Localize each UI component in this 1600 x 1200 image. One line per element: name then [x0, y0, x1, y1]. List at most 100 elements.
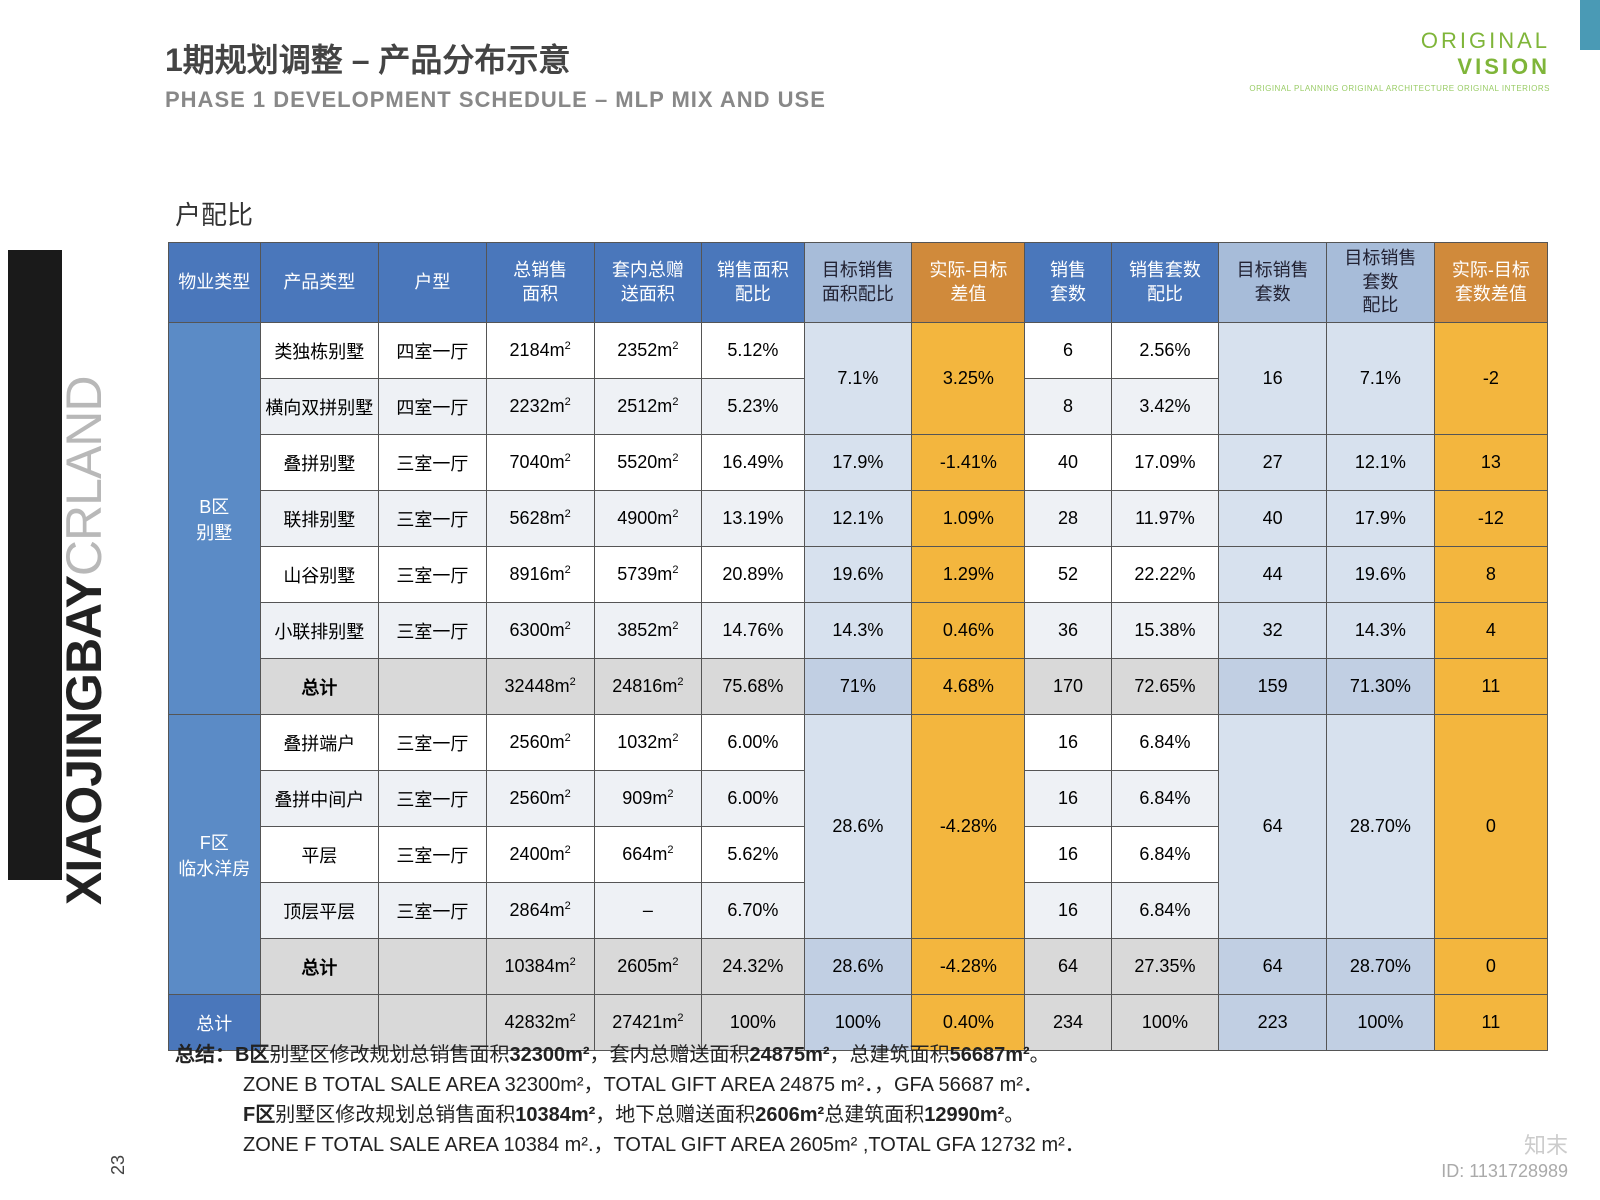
sidebar-brand-text: XIAOJINGBAYCRLAND [55, 376, 113, 905]
cell: 三室一厅 [379, 491, 487, 547]
cell: 三室一厅 [379, 547, 487, 603]
group-label: F区临水洋房 [169, 715, 261, 995]
cell: 5.12% [702, 323, 804, 379]
cell: 2864m2 [486, 883, 594, 939]
group-label: B区别墅 [169, 323, 261, 715]
cell-units: 16 [1025, 771, 1111, 827]
cell-units: 8 [1025, 379, 1111, 435]
cell-units: 52 [1025, 547, 1111, 603]
cell-diff2: 13 [1434, 435, 1547, 491]
cell-units: 16 [1025, 883, 1111, 939]
logo-line1: ORIGINAL [1249, 28, 1550, 54]
cell: 6300m2 [486, 603, 594, 659]
subtotal-cell: 27.35% [1111, 939, 1219, 995]
cell-target-units: 32 [1219, 603, 1327, 659]
title-cn: 1期规划调整 – 产品分布示意 [165, 35, 826, 81]
cell-unit-ratio: 11.97% [1111, 491, 1219, 547]
col-header-tgt_units: 目标销售套数 [1219, 243, 1327, 323]
page-header: 1期规划调整 – 产品分布示意 PHASE 1 DEVELOPMENT SCHE… [165, 35, 826, 113]
cell: 叠拼中间户 [260, 771, 379, 827]
cell-target-units: 16 [1219, 323, 1327, 435]
cell: 叠拼端户 [260, 715, 379, 771]
cell: 20.89% [702, 547, 804, 603]
cell-units: 16 [1025, 715, 1111, 771]
subtotal-cell: 159 [1219, 659, 1327, 715]
cell: 三室一厅 [379, 883, 487, 939]
subtotal-cell: 64 [1219, 939, 1327, 995]
cell-target-ratio: 28.6% [804, 715, 912, 939]
cell: 类独栋别墅 [260, 323, 379, 379]
cell-target-ratio: 19.6% [804, 547, 912, 603]
cell-diff1: 3.25% [912, 323, 1025, 435]
col-header-tgt_unit_ratio: 目标销售套数配比 [1327, 243, 1435, 323]
col-header-units: 销售套数 [1025, 243, 1111, 323]
cell-target-units: 64 [1219, 715, 1327, 939]
subtotal-cell: -4.28% [912, 939, 1025, 995]
logo-line2: VISION [1249, 54, 1550, 80]
cell: 2352m2 [594, 323, 702, 379]
table-row: 小联排别墅三室一厅6300m23852m214.76%14.3%0.46%361… [169, 603, 1548, 659]
cell: 联排别墅 [260, 491, 379, 547]
cell-diff1: -1.41% [912, 435, 1025, 491]
cell-target-unit-ratio: 14.3% [1327, 603, 1435, 659]
cell: 5520m2 [594, 435, 702, 491]
subtotal-cell: 28.6% [804, 939, 912, 995]
cell: 4900m2 [594, 491, 702, 547]
cell-diff1: 1.09% [912, 491, 1025, 547]
col-header-tgt_ratio: 目标销售面积配比 [804, 243, 912, 323]
col-header-sale_area: 总销售面积 [486, 243, 594, 323]
cell: 横向双拼别墅 [260, 379, 379, 435]
cell: 6.70% [702, 883, 804, 939]
subtotal-cell: 4.68% [912, 659, 1025, 715]
footer-brand: 知末 [1524, 1128, 1568, 1160]
cell-diff1: 1.29% [912, 547, 1025, 603]
summary-block: 总结：B区别墅区修改规划总销售面积32300m²，套内总赠送面积24875m²，… [175, 1040, 1545, 1160]
table-row: 山谷别墅三室一厅8916m25739m220.89%19.6%1.29%5222… [169, 547, 1548, 603]
footer-id: ID: 1131728989 [1441, 1161, 1568, 1182]
cell: 顶层平层 [260, 883, 379, 939]
cell-target-ratio: 14.3% [804, 603, 912, 659]
cell: 664m2 [594, 827, 702, 883]
cell-unit-ratio: 6.84% [1111, 715, 1219, 771]
cell: 山谷别墅 [260, 547, 379, 603]
cell: 2232m2 [486, 379, 594, 435]
cell: 14.76% [702, 603, 804, 659]
cell: 三室一厅 [379, 827, 487, 883]
cell: 6.00% [702, 715, 804, 771]
col-header-diff2: 实际-目标套数差值 [1434, 243, 1547, 323]
cell-diff2: -2 [1434, 323, 1547, 435]
col-header-unit_ratio: 销售套数配比 [1111, 243, 1219, 323]
logo-tagline: ORIGINAL PLANNING ORIGINAL ARCHITECTURE … [1249, 84, 1550, 93]
cell-unit-ratio: 15.38% [1111, 603, 1219, 659]
top-accent-bar [1580, 0, 1600, 50]
cell: 三室一厅 [379, 715, 487, 771]
section-label: 户配比 [175, 195, 253, 232]
cell: 7040m2 [486, 435, 594, 491]
subtotal-cell: 28.70% [1327, 939, 1435, 995]
table-row: B区别墅类独栋别墅四室一厅2184m22352m25.12%7.1%3.25%6… [169, 323, 1548, 379]
cell-units: 6 [1025, 323, 1111, 379]
subtotal-cell: 2605m2 [594, 939, 702, 995]
cell-diff2: -12 [1434, 491, 1547, 547]
table-row: F区临水洋房叠拼端户三室一厅2560m21032m26.00%28.6%-4.2… [169, 715, 1548, 771]
subtotal-cell: 总计 [260, 659, 379, 715]
cell: 5.62% [702, 827, 804, 883]
cell-diff2: 4 [1434, 603, 1547, 659]
table-row: 联排别墅三室一厅5628m24900m213.19%12.1%1.09%2811… [169, 491, 1548, 547]
cell-target-units: 40 [1219, 491, 1327, 547]
subtotal-cell [379, 939, 487, 995]
cell: 平层 [260, 827, 379, 883]
subtotal-cell: 总计 [260, 939, 379, 995]
subtotal-cell: 71.30% [1327, 659, 1435, 715]
sidebar-black-block [8, 250, 62, 880]
cell: 16.49% [702, 435, 804, 491]
logo-original-vision: ORIGINAL VISION ORIGINAL PLANNING ORIGIN… [1249, 28, 1550, 93]
subtotal-cell: 10384m2 [486, 939, 594, 995]
table-row: 叠拼别墅三室一厅7040m25520m216.49%17.9%-1.41%401… [169, 435, 1548, 491]
subtotal-cell: 24816m2 [594, 659, 702, 715]
cell: 6.00% [702, 771, 804, 827]
page-number: 23 [108, 1155, 129, 1175]
col-header-sale_ratio: 销售面积配比 [702, 243, 804, 323]
subtotal-row: 总计32448m224816m275.68%71%4.68%17072.65%1… [169, 659, 1548, 715]
cell: – [594, 883, 702, 939]
